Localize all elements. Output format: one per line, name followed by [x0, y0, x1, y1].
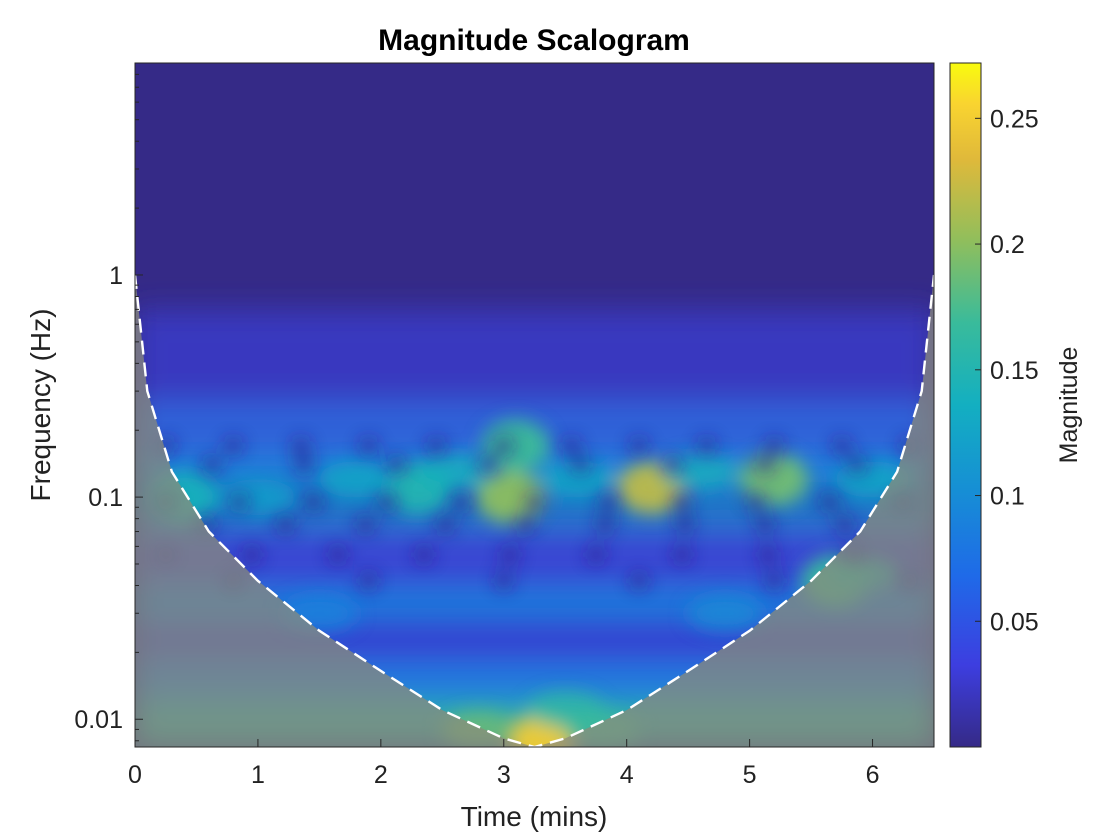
texture-dot — [230, 495, 249, 510]
y-tick-label: 1 — [109, 262, 123, 290]
texture-dot — [291, 438, 310, 453]
x-axis-label: Time (mins) — [461, 801, 608, 832]
texture-dot — [629, 438, 648, 453]
texture-dot — [673, 547, 692, 562]
texture-dot — [359, 438, 378, 453]
x-axis: 0 1 2 3 4 5 6 — [128, 739, 879, 789]
texture-dot — [356, 517, 375, 532]
hotspot-soft — [687, 595, 764, 632]
texture-dot — [451, 495, 470, 510]
y-tick-label: 0.01 — [74, 706, 123, 734]
texture-dot — [746, 495, 765, 510]
colorbar-gradient — [949, 62, 982, 748]
y-axis-label: Frequency (Hz) — [25, 309, 56, 502]
texture-dot — [328, 547, 347, 562]
texture-dot — [427, 438, 446, 453]
hotspot — [475, 471, 544, 524]
hotspot-soft — [539, 461, 616, 498]
texture-dot — [832, 438, 851, 453]
texture-dot — [494, 438, 513, 453]
colorbar: 0.05 0.1 0.15 0.2 0.25 Magnitude — [949, 62, 1083, 748]
texture-dot — [629, 573, 648, 588]
plot-frame — [134, 62, 935, 748]
hotspot — [482, 419, 551, 472]
hotspot-soft — [416, 453, 493, 490]
y-tick-label: 0.1 — [88, 484, 123, 512]
cone-of-influence-line — [135, 274, 934, 747]
texture-dot — [663, 457, 682, 472]
colorbar-tick-label: 0.15 — [990, 357, 1039, 385]
texture-dot — [494, 573, 513, 588]
texture-dot — [414, 547, 433, 562]
texture-dot — [571, 457, 590, 472]
colorbar-tick-label: 0.05 — [990, 608, 1039, 636]
x-tick-label: 5 — [743, 761, 757, 789]
cone-of-influence-shade — [135, 63, 934, 747]
texture-dot — [755, 457, 774, 472]
x-tick-label: 4 — [620, 761, 634, 789]
hotspot-soft — [318, 461, 395, 498]
texture-dot — [759, 547, 778, 562]
texture-dot — [599, 495, 618, 510]
texture-dot — [516, 517, 535, 532]
texture-dot — [596, 517, 615, 532]
texture-dot — [387, 457, 406, 472]
hotspot-soft — [219, 479, 296, 516]
colorbar-label: Magnitude — [1055, 347, 1083, 464]
texture-dot — [673, 495, 692, 510]
texture-dot — [276, 517, 295, 532]
texture-dot — [835, 517, 854, 532]
texture-dot — [562, 438, 581, 453]
texture-dot — [295, 457, 314, 472]
texture-dot — [436, 517, 455, 532]
texture-dot — [765, 438, 784, 453]
texture-dot — [848, 457, 867, 472]
x-tick-label: 6 — [866, 761, 880, 789]
chart-title: Magnitude Scalogram — [378, 24, 690, 57]
colorbar-tick-label: 0.2 — [990, 231, 1025, 259]
texture-dot — [755, 517, 774, 532]
colorbar-tick-label: 0.25 — [990, 105, 1039, 133]
texture-dot — [479, 457, 498, 472]
texture-dot — [224, 438, 243, 453]
colorbar-ticks: 0.05 0.1 0.15 0.2 0.25 — [975, 105, 1039, 636]
texture-dot — [304, 495, 323, 510]
texture-dot — [377, 495, 396, 510]
texture-dot — [500, 547, 519, 562]
texture-dot — [820, 495, 839, 510]
x-tick-label: 1 — [251, 761, 265, 789]
x-tick-label: 2 — [374, 761, 388, 789]
texture-dot — [765, 573, 784, 588]
colorbar-tick-label: 0.1 — [990, 483, 1025, 511]
texture-dot — [676, 517, 695, 532]
texture-dot — [697, 438, 716, 453]
texture-dot — [242, 547, 261, 562]
texture-dot — [586, 547, 605, 562]
texture-dot — [359, 573, 378, 588]
texture-dot — [525, 495, 544, 510]
x-tick-label: 0 — [128, 761, 142, 789]
texture-dot — [202, 457, 221, 472]
y-axis: 0.01 0.1 1 — [74, 62, 143, 742]
x-tick-label: 3 — [497, 761, 511, 789]
plot-area — [135, 63, 934, 747]
